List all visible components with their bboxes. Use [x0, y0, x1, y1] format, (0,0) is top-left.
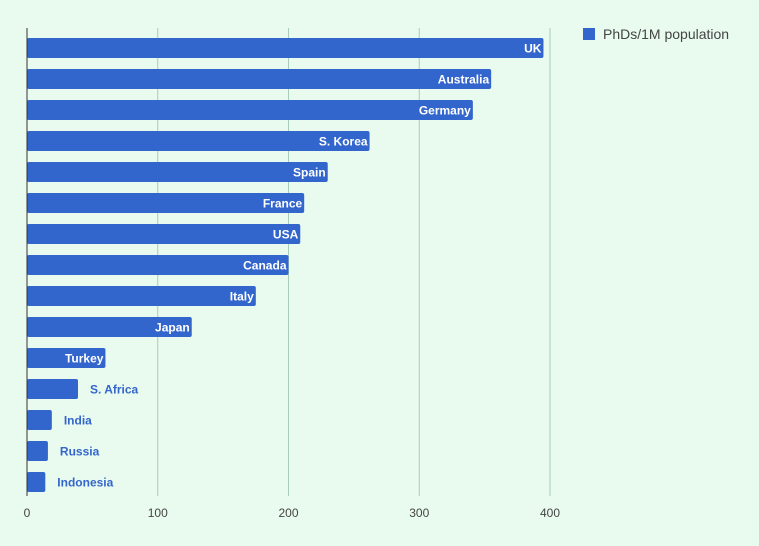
x-tick-label-300: 300 [409, 506, 429, 520]
bar-turkey [27, 348, 106, 368]
bar-india [27, 410, 52, 430]
axes: 0 100 200 300 400 [24, 28, 560, 520]
bar-label-spain: Spain [293, 166, 326, 180]
bar-spain [27, 162, 328, 182]
bar-australia [27, 69, 492, 89]
bar-s-africa [27, 379, 78, 399]
bar-canada [27, 255, 289, 275]
bar-label-france: France [263, 197, 303, 211]
bar-france [27, 193, 305, 213]
bar-label-turkey: Turkey [65, 352, 104, 366]
bar-italy [27, 286, 256, 306]
bar-label-australia: Australia [438, 73, 490, 87]
x-tick-label-200: 200 [278, 506, 298, 520]
bar-japan [27, 317, 192, 337]
bar-s-korea [27, 131, 370, 151]
bar-label-india: India [64, 414, 92, 428]
bar-label-usa: USA [273, 228, 299, 242]
bar-usa [27, 224, 301, 244]
bar-label-indonesia: Indonesia [57, 476, 113, 490]
bar-labels: UK Australia Germany S. Korea Spain France USA… [57, 42, 541, 490]
bar-label-russia: Russia [60, 445, 100, 459]
bar-indonesia [27, 472, 46, 492]
legend-swatch [583, 28, 595, 40]
bar-label-japan: Japan [155, 321, 190, 335]
bar-uk [27, 38, 544, 58]
x-tick-label-400: 400 [540, 506, 560, 520]
bar-germany [27, 100, 473, 120]
bar-label-s-korea: S. Korea [319, 135, 368, 149]
x-tick-label-0: 0 [24, 506, 31, 520]
bar-label-s-africa: S. Africa [90, 383, 139, 397]
bar-label-uk: UK [524, 42, 542, 56]
bar-russia [27, 441, 48, 461]
legend[interactable]: PhDs/1M population [583, 26, 729, 42]
x-tick-label-100: 100 [148, 506, 168, 520]
bars [27, 38, 544, 492]
bar-label-canada: Canada [243, 259, 287, 273]
legend-label: PhDs/1M population [603, 26, 729, 42]
bar-label-italy: Italy [230, 290, 254, 304]
bar-label-germany: Germany [419, 104, 471, 118]
